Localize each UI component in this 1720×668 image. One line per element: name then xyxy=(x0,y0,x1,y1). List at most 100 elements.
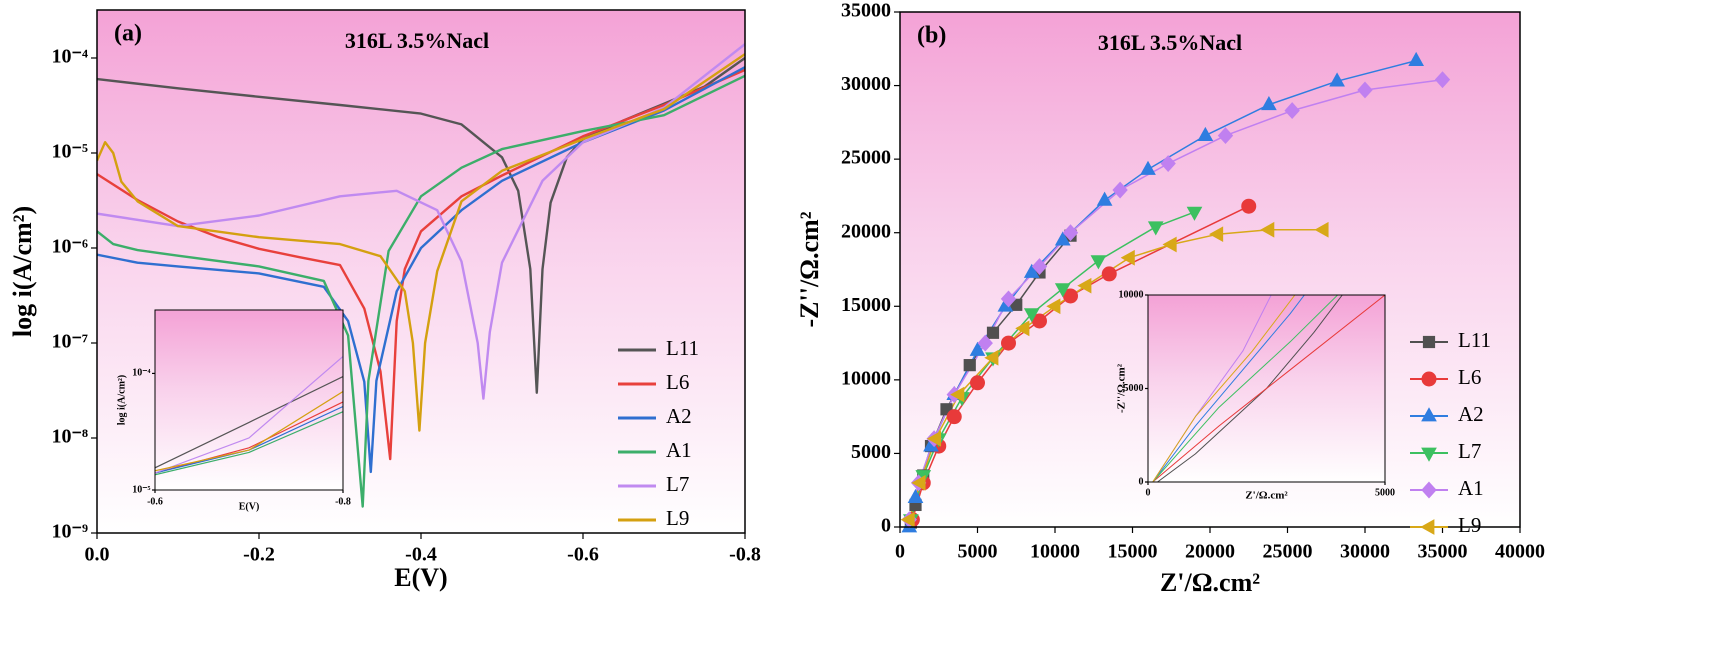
marker xyxy=(1217,127,1234,145)
marker xyxy=(1197,126,1214,141)
x-tick-label: 25000 xyxy=(1263,541,1313,563)
marker xyxy=(1284,102,1300,120)
x-tick-label: 5000 xyxy=(1375,487,1395,498)
x-tick-label: -0.2 xyxy=(243,544,275,566)
plot-frame xyxy=(154,309,344,491)
marker xyxy=(1023,263,1040,278)
legend-label: L11 xyxy=(666,336,699,360)
legend-label: L9 xyxy=(666,506,689,530)
marker xyxy=(1314,221,1329,238)
x-tick-label: 0 xyxy=(895,541,905,563)
marker xyxy=(1421,481,1437,499)
marker xyxy=(1422,335,1436,349)
marker xyxy=(1046,298,1061,315)
marker xyxy=(977,334,993,352)
marker xyxy=(984,349,999,366)
marker xyxy=(1421,407,1437,422)
marker xyxy=(1434,71,1451,89)
series-line xyxy=(155,390,343,472)
legend-label: A2 xyxy=(1458,402,1484,426)
legend-label: L6 xyxy=(666,370,689,394)
y-axis-title: -Z''/Ω.cm² xyxy=(795,211,824,327)
series-line xyxy=(97,53,745,432)
marker xyxy=(1062,224,1079,242)
x-tick-label: 0.0 xyxy=(85,544,110,566)
marker xyxy=(946,409,962,425)
x-tick-label: 40000 xyxy=(1495,541,1545,563)
marker xyxy=(1090,255,1107,270)
series-line xyxy=(1152,295,1296,482)
plot-frame xyxy=(96,9,746,534)
marker xyxy=(926,430,942,447)
y-tick-label: 35000 xyxy=(841,0,891,22)
marker xyxy=(969,341,986,356)
x-tick-label: 20000 xyxy=(1185,541,1235,563)
y-tick-label: 5000 xyxy=(1124,383,1144,394)
marker xyxy=(1261,95,1277,111)
y-tick-label: 10⁻⁴ xyxy=(132,368,150,379)
y-tick-label: 10⁻⁵ xyxy=(51,141,88,163)
x-tick-label: 35000 xyxy=(1418,541,1468,563)
marker xyxy=(1260,221,1275,238)
marker xyxy=(1023,308,1040,323)
x-tick-label: -0.6 xyxy=(567,544,599,566)
x-tick-label: -0.8 xyxy=(335,496,351,507)
plot-frame xyxy=(899,11,1521,528)
y-tick-label: 10⁻⁶ xyxy=(51,236,88,258)
legend-label: L7 xyxy=(1458,439,1481,463)
legend-label: L6 xyxy=(1458,365,1481,389)
y-tick-label: 10⁻⁹ xyxy=(51,521,88,543)
panel-label: (b) xyxy=(917,23,946,49)
x-tick-label: 0 xyxy=(1146,487,1151,498)
plot-frame xyxy=(1147,294,1386,483)
y-tick-label: 10⁻⁷ xyxy=(51,331,88,353)
marker xyxy=(1140,160,1156,175)
panel-title: 316L 3.5%Nacl xyxy=(1098,30,1242,55)
y-tick-label: 10000 xyxy=(841,367,891,389)
series-line xyxy=(908,78,1443,520)
marker xyxy=(940,403,953,416)
marker xyxy=(1015,320,1030,337)
marker xyxy=(1329,72,1345,87)
y-tick-label: 30000 xyxy=(841,73,891,95)
marker xyxy=(1162,236,1177,253)
series-line xyxy=(155,401,343,474)
marker xyxy=(1209,226,1224,243)
marker xyxy=(1357,81,1373,99)
x-axis-title: Z'/Ω.cm² xyxy=(1245,490,1288,502)
series-line xyxy=(1152,295,1385,482)
marker xyxy=(1101,266,1117,282)
marker xyxy=(950,386,965,403)
marker xyxy=(1120,249,1135,266)
legend-label: A1 xyxy=(666,438,692,462)
marker xyxy=(1186,206,1203,221)
marker xyxy=(1160,155,1176,173)
x-tick-label: 30000 xyxy=(1340,541,1390,563)
marker xyxy=(1096,191,1113,206)
marker xyxy=(1054,231,1071,246)
x-tick-label: 5000 xyxy=(958,541,998,563)
y-axis-title: -Z''/Ω.cm² xyxy=(1116,363,1128,413)
x-tick-label: 15000 xyxy=(1108,541,1158,563)
marker xyxy=(986,326,1000,339)
marker xyxy=(963,359,976,372)
series-line xyxy=(910,211,1195,520)
series-line xyxy=(1152,295,1338,482)
marker xyxy=(907,488,924,503)
series-line xyxy=(97,43,745,400)
x-axis-title: E(V) xyxy=(394,563,447,592)
plot-series xyxy=(1152,295,1385,482)
series-line xyxy=(97,74,745,508)
series-line xyxy=(97,66,745,474)
x-tick-label: -0.6 xyxy=(147,496,163,507)
y-tick-label: 0 xyxy=(1139,476,1144,487)
y-axis-title: log i(A/cm²) xyxy=(8,206,37,337)
y-tick-label: 10000 xyxy=(1119,289,1144,300)
series-line xyxy=(97,68,745,461)
panel-title: 316L 3.5%Nacl xyxy=(345,28,489,53)
legend-label: A2 xyxy=(666,404,692,428)
y-tick-label: 10⁻⁴ xyxy=(51,46,88,68)
series-line xyxy=(1152,295,1305,482)
legend-label: L11 xyxy=(1458,328,1491,352)
